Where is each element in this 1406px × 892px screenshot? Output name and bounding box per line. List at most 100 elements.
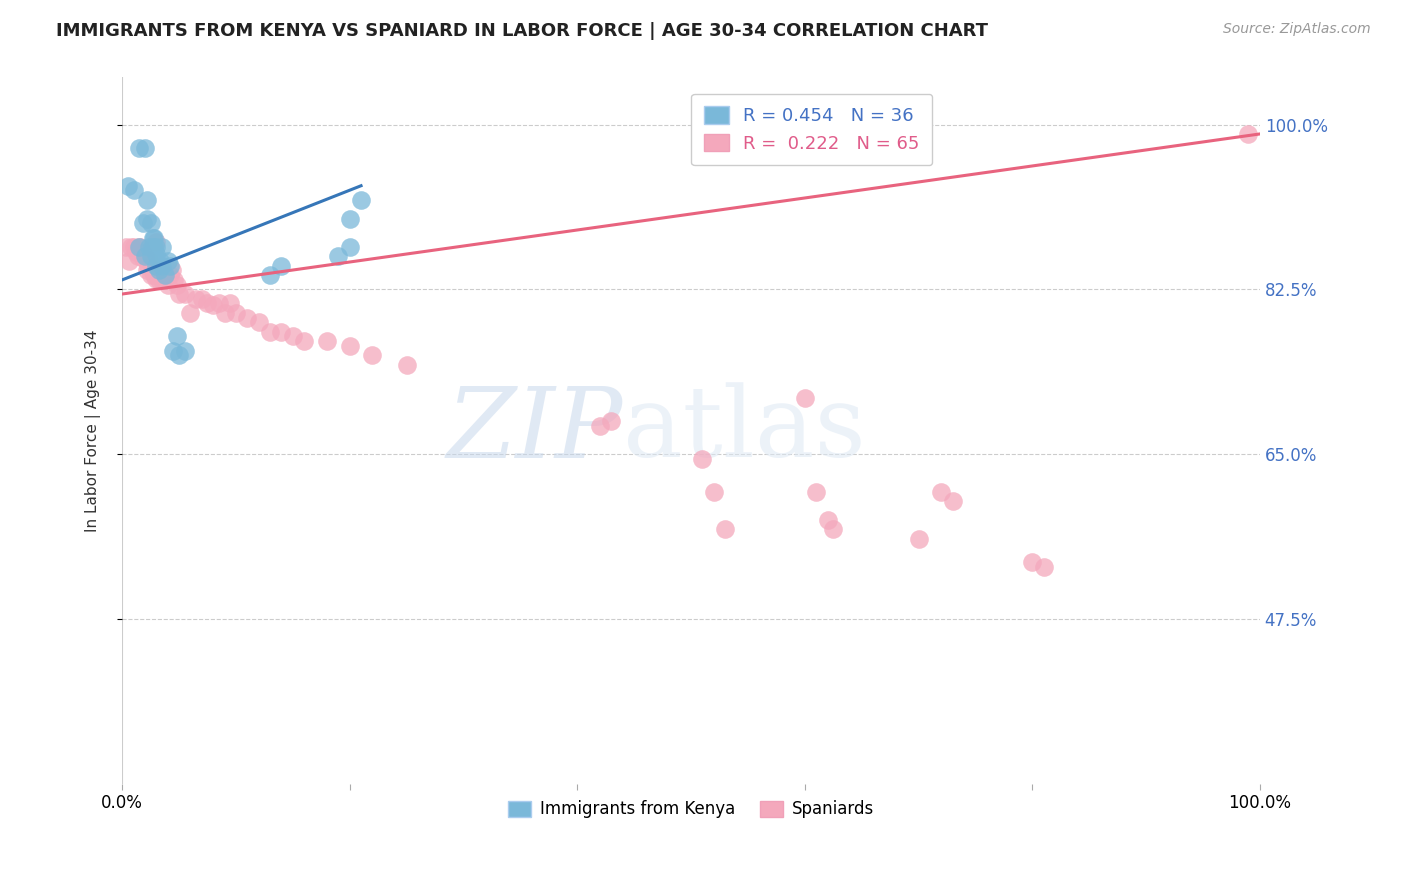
Point (143, 240, 166, 254)
Point (1237, 127, 1260, 141)
Point (270, 325, 292, 339)
Point (145, 272, 167, 286)
Point (136, 259, 159, 273)
Point (236, 310, 259, 325)
Point (1032, 560, 1054, 574)
Point (316, 334, 339, 348)
Point (150, 240, 173, 254)
Y-axis label: In Labor Force | Age 30-34: In Labor Force | Age 30-34 (86, 329, 101, 532)
Point (128, 240, 150, 254)
Point (136, 211, 159, 226)
Point (823, 523, 845, 537)
Text: ZIP: ZIP (447, 383, 623, 478)
Point (149, 268, 172, 283)
Point (145, 247, 167, 261)
Point (128, 240, 150, 254)
Point (292, 334, 315, 348)
Point (159, 268, 181, 283)
Point (225, 306, 247, 320)
Point (166, 329, 188, 343)
Point (141, 263, 163, 277)
Point (145, 240, 167, 254)
Point (156, 277, 179, 292)
Point (141, 240, 163, 254)
Point (131, 216, 153, 230)
Point (714, 523, 737, 537)
Point (942, 494, 965, 508)
Point (395, 358, 418, 372)
Point (197, 296, 219, 310)
Point (148, 273, 170, 287)
Point (143, 268, 166, 283)
Point (350, 193, 373, 207)
Point (907, 532, 929, 546)
Point (128, 141, 150, 155)
Point (139, 249, 162, 263)
Point (145, 259, 167, 273)
Point (139, 216, 162, 230)
Point (150, 273, 173, 287)
Point (127, 249, 149, 263)
Point (134, 141, 156, 155)
Point (929, 484, 952, 499)
Point (259, 268, 281, 283)
Point (703, 484, 725, 499)
Point (247, 315, 270, 329)
Point (361, 348, 384, 362)
Point (589, 418, 612, 433)
Point (160, 263, 183, 277)
Point (139, 268, 162, 283)
Point (117, 178, 139, 193)
Point (692, 451, 714, 466)
Point (173, 343, 195, 358)
Point (138, 240, 160, 254)
Point (122, 184, 145, 198)
Point (259, 325, 281, 339)
Point (138, 253, 160, 268)
Point (328, 249, 350, 263)
Point (162, 343, 184, 358)
Point (163, 273, 186, 287)
Text: IMMIGRANTS FROM KENYA VS SPANIARD IN LABOR FORCE | AGE 30-34 CORRELATION CHART: IMMIGRANTS FROM KENYA VS SPANIARD IN LAB… (56, 22, 988, 40)
Point (114, 240, 136, 254)
Point (150, 259, 173, 273)
Point (134, 249, 156, 263)
Point (120, 240, 142, 254)
Point (143, 230, 166, 244)
Point (600, 414, 623, 428)
Point (134, 249, 156, 263)
Point (167, 287, 190, 301)
Point (270, 259, 292, 273)
Point (214, 306, 236, 320)
Point (166, 277, 188, 292)
Point (155, 268, 177, 283)
Point (804, 484, 827, 499)
Point (184, 292, 207, 306)
Point (159, 259, 181, 273)
Point (793, 391, 815, 405)
Legend: Immigrants from Kenya, Spaniards: Immigrants from Kenya, Spaniards (502, 794, 880, 825)
Point (208, 296, 231, 310)
Point (122, 240, 145, 254)
Point (202, 298, 225, 312)
Text: Source: ZipAtlas.com: Source: ZipAtlas.com (1223, 22, 1371, 37)
Point (1021, 556, 1043, 570)
Point (219, 296, 242, 310)
Point (339, 240, 361, 254)
Point (156, 254, 179, 268)
Point (129, 240, 152, 254)
Point (339, 211, 361, 226)
Point (148, 263, 170, 277)
Point (152, 268, 174, 283)
Point (191, 292, 214, 306)
Point (173, 287, 195, 301)
Point (142, 230, 165, 244)
Point (136, 193, 159, 207)
Point (179, 306, 201, 320)
Point (131, 252, 153, 266)
Point (145, 235, 167, 250)
Text: atlas: atlas (623, 383, 866, 478)
Point (281, 329, 304, 343)
Point (136, 263, 159, 277)
Point (167, 348, 190, 362)
